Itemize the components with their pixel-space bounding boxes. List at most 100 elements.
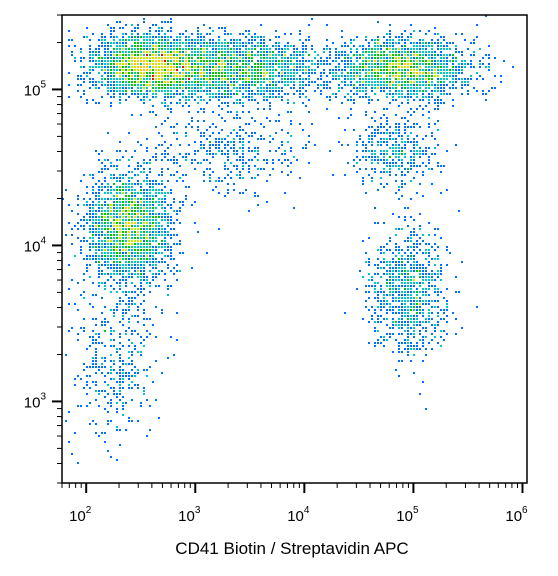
event-dot (461, 87, 463, 89)
event-dot (113, 195, 115, 197)
event-dot (434, 258, 436, 260)
event-dot (149, 99, 151, 101)
event-dot (317, 66, 319, 68)
event-dot (284, 84, 286, 86)
event-dot (326, 96, 328, 98)
event-dot (143, 246, 145, 248)
event-dot (488, 63, 490, 65)
event-dot (116, 261, 118, 263)
event-dot (107, 216, 109, 218)
event-dot (134, 240, 136, 242)
event-dot (116, 258, 118, 260)
event-dot (410, 126, 412, 128)
event-dot (305, 144, 307, 146)
event-dot (419, 78, 421, 80)
event-dot (185, 60, 187, 62)
event-dot (146, 222, 148, 224)
event-dot (116, 168, 118, 170)
event-dot (152, 231, 154, 233)
event-dot (248, 57, 250, 59)
event-dot (500, 81, 502, 83)
event-dot (83, 318, 85, 320)
event-dot (125, 63, 127, 65)
event-dot (119, 399, 121, 401)
event-dot (227, 105, 229, 107)
event-dot (113, 360, 115, 362)
event-dot (446, 93, 448, 95)
event-dot (362, 66, 364, 68)
event-dot (401, 147, 403, 149)
event-dot (146, 330, 148, 332)
event-dot (248, 75, 250, 77)
event-dot (407, 294, 409, 296)
event-dot (92, 255, 94, 257)
event-dot (422, 300, 424, 302)
event-dot (446, 150, 448, 152)
event-dot (395, 90, 397, 92)
event-dot (74, 255, 76, 257)
event-dot (398, 69, 400, 71)
event-dot (422, 174, 424, 176)
event-dot (446, 246, 448, 248)
event-dot (410, 348, 412, 350)
event-dot (116, 177, 118, 179)
event-dot (104, 366, 106, 368)
event-dot (89, 60, 91, 62)
event-dot (80, 84, 82, 86)
event-dot (125, 51, 127, 53)
event-dot (398, 342, 400, 344)
x-axis: 102 103 104 105 106 (61, 483, 528, 525)
event-dot (140, 90, 142, 92)
event-dot (398, 279, 400, 281)
event-dot (161, 78, 163, 80)
event-dot (137, 183, 139, 185)
event-dot (374, 87, 376, 89)
event-dot (128, 387, 130, 389)
event-dot (242, 192, 244, 194)
event-dot (116, 303, 118, 305)
event-dot (365, 252, 367, 254)
event-dot (113, 213, 115, 215)
event-dot (365, 261, 367, 263)
event-dot (137, 180, 139, 182)
event-dot (377, 162, 379, 164)
event-dot (473, 42, 475, 44)
event-dot (335, 75, 337, 77)
event-dot (395, 72, 397, 74)
event-dot (113, 54, 115, 56)
event-dot (371, 69, 373, 71)
event-dot (128, 309, 130, 311)
event-dot (392, 39, 394, 41)
event-dot (386, 66, 388, 68)
event-dot (350, 72, 352, 74)
event-dot (140, 222, 142, 224)
event-dot (80, 60, 82, 62)
event-dot (83, 93, 85, 95)
event-dot (269, 150, 271, 152)
event-dot (374, 132, 376, 134)
event-dot (113, 279, 115, 281)
event-dot (353, 54, 355, 56)
event-dot (218, 147, 220, 149)
event-dot (110, 249, 112, 251)
event-dot (77, 222, 79, 224)
event-dot (122, 273, 124, 275)
event-dot (170, 69, 172, 71)
event-dot (440, 78, 442, 80)
event-dot (161, 180, 163, 182)
event-dot (392, 72, 394, 74)
event-dot (260, 84, 262, 86)
event-dot (416, 267, 418, 269)
event-dot (371, 75, 373, 77)
event-dot (230, 177, 232, 179)
event-dot (413, 231, 415, 233)
event-dot (422, 78, 424, 80)
event-dot (143, 252, 145, 254)
event-dot (251, 57, 253, 59)
event-dot (167, 357, 169, 359)
event-dot (143, 225, 145, 227)
event-dot (356, 87, 358, 89)
event-dot (479, 66, 481, 68)
event-dot (332, 72, 334, 74)
event-dot (116, 204, 118, 206)
